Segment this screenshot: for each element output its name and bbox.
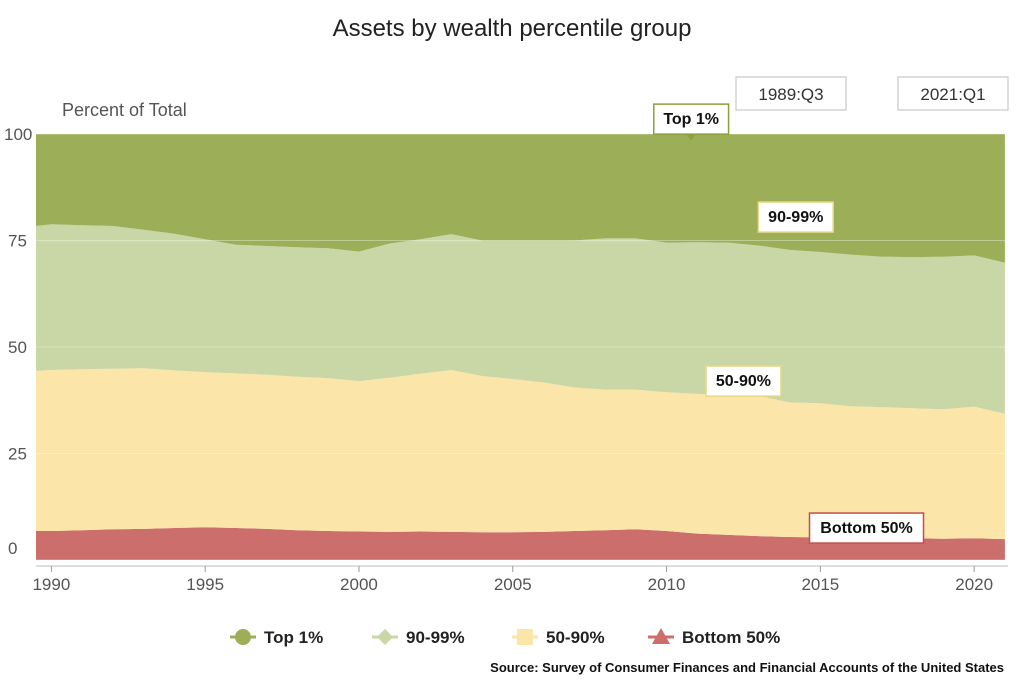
callout-text: Bottom 50% [820,520,912,537]
legend-item-p50_90[interactable]: 50-90% [512,628,605,647]
callout-top1: Top 1% [653,103,730,141]
source-note: Source: Survey of Consumer Finances and … [490,660,1004,675]
legend-label: 90-99% [406,628,465,647]
x-tick-label: 1995 [186,575,224,594]
x-tick-label: 2015 [801,575,839,594]
diamond-marker-icon [377,629,393,645]
start-date-box[interactable]: 1989:Q3 [735,76,847,111]
legend-item-top1[interactable]: Top 1% [230,628,323,647]
x-tick-label: 1990 [32,575,70,594]
area-bottom50 [36,527,1005,560]
circle-marker-icon [235,629,251,645]
y-tick-label: 25 [8,445,27,464]
end-date-text: 2021:Q1 [920,85,985,104]
callout-text: Top 1% [663,111,719,128]
x-tick-label: 2020 [955,575,993,594]
end-date-box[interactable]: 2021:Q1 [897,76,1009,111]
callout-text: 90-99% [768,209,823,226]
callout-text: 50-90% [716,373,771,390]
y-tick-label: 100 [4,125,32,144]
legend-item-bottom50[interactable]: Bottom 50% [648,628,780,647]
callout-p50_90: 50-90% [705,365,782,397]
legend-label: 50-90% [546,628,605,647]
start-date-text: 1989:Q3 [758,85,823,104]
chart-title: Assets by wealth percentile group [333,15,692,42]
x-tick-label: 2000 [340,575,378,594]
legend-label: Bottom 50% [682,628,780,647]
y-axis-label: Percent of Total [62,100,187,120]
y-tick-label: 50 [8,338,27,357]
square-marker-icon [517,629,533,645]
x-tick-label: 2005 [494,575,532,594]
annotations: Top 1% 90-99% 50-90% Bottom 50% [653,103,925,544]
legend-label: Top 1% [264,628,323,647]
callout-p90_99: 90-99% [757,201,834,233]
legend-item-p90_99[interactable]: 90-99% [372,628,465,647]
legend: Top 1% 90-99% 50-90% Bottom 50% [230,628,780,647]
triangle-marker-icon [652,628,670,644]
y-tick-label: 0 [8,539,17,558]
callout-bottom50: Bottom 50% [808,512,925,544]
x-tick-label: 2010 [648,575,686,594]
y-tick-label: 75 [8,232,27,251]
area-p50_90 [36,368,1005,540]
